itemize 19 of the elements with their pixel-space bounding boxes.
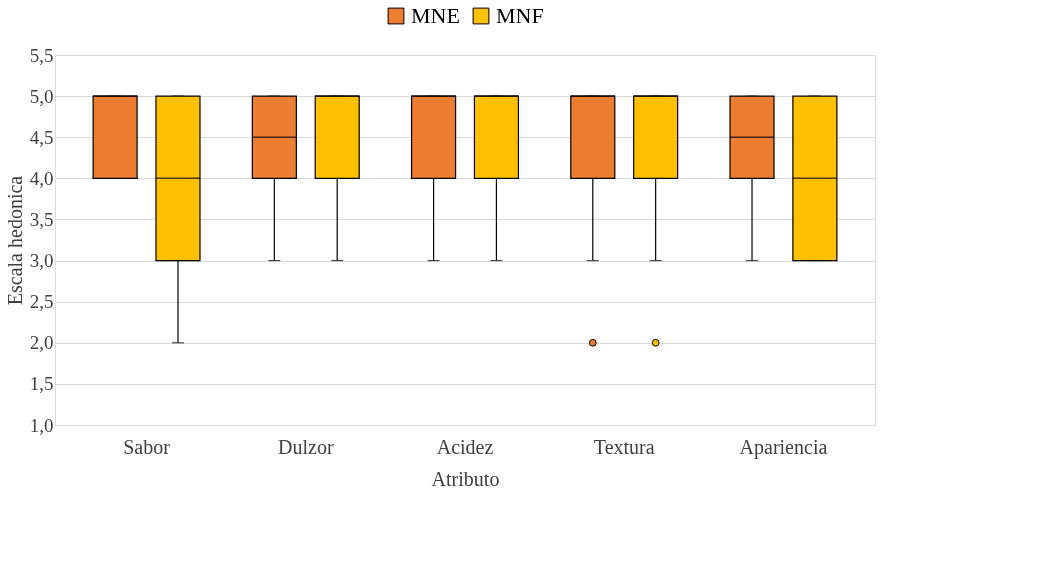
x-tick-label: Sabor xyxy=(123,435,171,458)
y-tick-label: 1,0 xyxy=(29,414,54,436)
y-tick-label: 1,5 xyxy=(29,373,54,395)
x-tick-label: Dulzor xyxy=(278,435,334,458)
y-tick-label: 3,0 xyxy=(29,250,54,272)
y-tick-label: 3,5 xyxy=(29,208,54,230)
x-tick-label: Apariencia xyxy=(739,435,828,459)
x-axis-title: Atributo xyxy=(431,467,500,490)
x-tick-label: Textura xyxy=(593,435,655,458)
y-tick-label: 5,5 xyxy=(29,44,54,66)
y-axis-title: Escala hedonica xyxy=(3,175,26,306)
legend-label: MNE xyxy=(411,3,460,28)
y-tick-label: 2,5 xyxy=(29,291,54,313)
y-tick-label: 4,0 xyxy=(29,167,54,189)
y-tick-label: 5,0 xyxy=(29,85,54,107)
y-tick-label: 2,0 xyxy=(29,332,54,354)
y-tick-label: 4,5 xyxy=(29,126,54,148)
legend-label: MNF xyxy=(496,3,544,28)
x-tick-label: Acidez xyxy=(436,435,494,458)
